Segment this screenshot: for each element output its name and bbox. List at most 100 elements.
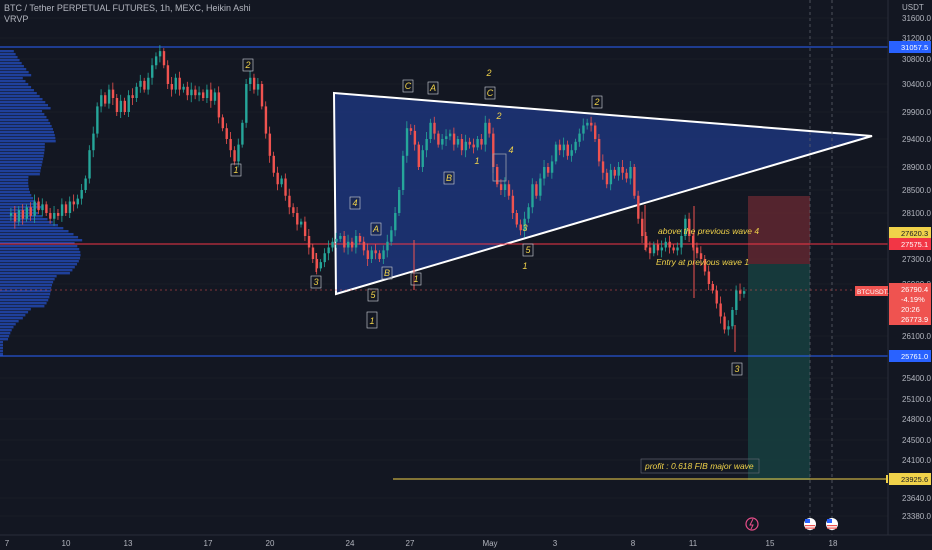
lightning-event-icon[interactable]	[745, 517, 759, 531]
candle-body	[394, 213, 397, 231]
volume-bar	[0, 209, 34, 212]
time-axis[interactable]: 7 10 13 17 20 24 27 May 3 8 11 15 18	[0, 534, 932, 550]
volume-bar	[0, 203, 39, 206]
candle-body	[217, 92, 221, 118]
candle-body	[209, 89, 213, 101]
x-tick-label: May	[482, 539, 497, 548]
volume-bar	[0, 221, 53, 224]
y-tick-label: 30800.0	[902, 55, 931, 64]
volume-bar	[0, 89, 34, 92]
y-tick-label: 23640.0	[902, 494, 931, 503]
y-tick-label: 24800.0	[902, 415, 931, 424]
price-axis[interactable]: USDT 23380.0 23640.0 24100.0 24500.0 24800.0…	[887, 0, 932, 535]
candle-body	[719, 303, 722, 317]
y-tick-label: 29900.0	[902, 108, 931, 117]
candle-body	[166, 65, 170, 84]
wave-label: 3	[522, 223, 527, 233]
volume-bar	[0, 197, 34, 200]
wave-label: 2	[244, 60, 250, 70]
candle-body	[672, 247, 675, 251]
x-tick-label: 17	[204, 539, 213, 548]
y-tick-label: 28900.0	[902, 163, 931, 172]
candle-body	[33, 201, 36, 216]
volume-bar	[0, 305, 45, 308]
price-level-tag	[889, 238, 931, 250]
candle-body	[21, 210, 25, 219]
candle-body	[468, 141, 471, 145]
candle-body	[644, 236, 648, 248]
volume-bar	[0, 53, 16, 56]
candle-body	[554, 144, 558, 162]
x-tick-label: 15	[766, 539, 775, 548]
us-flag-event-icon[interactable]	[804, 518, 816, 530]
candle-body	[390, 230, 393, 242]
candle-body	[88, 150, 91, 179]
volume-bar	[0, 200, 36, 203]
wave-label-box	[522, 243, 534, 257]
candle-body	[413, 130, 417, 145]
volume-bar	[0, 155, 44, 158]
x-tick-label: 3	[553, 539, 558, 548]
candle-body	[276, 172, 279, 185]
candle-body	[170, 84, 174, 90]
candle-body	[339, 236, 342, 239]
symbol-tag-text: BTCUSDT.P	[857, 289, 893, 296]
candle-body	[374, 250, 377, 254]
indicator-name[interactable]: VRVP	[4, 14, 29, 24]
volume-bar	[0, 332, 11, 335]
candle-body	[162, 51, 166, 66]
volume-bar	[0, 314, 26, 317]
wave-label-box	[427, 81, 439, 95]
candle-body	[331, 241, 334, 248]
volume-bar	[0, 95, 40, 98]
bar-countdown: 20:26	[901, 305, 920, 314]
wave-label-box	[230, 163, 242, 177]
candle-body	[660, 247, 664, 251]
wave-label: 3	[313, 277, 318, 287]
volume-bar	[0, 290, 51, 293]
candle-body	[641, 218, 644, 236]
candle-body	[264, 106, 268, 134]
candle-body	[115, 98, 119, 112]
candle-body	[288, 195, 291, 208]
volume-bar	[0, 122, 51, 125]
volume-bar	[0, 278, 55, 281]
volume-bar	[0, 194, 32, 197]
candle-body	[648, 247, 652, 254]
price-level-tag	[889, 41, 931, 53]
candle-body	[29, 207, 32, 216]
candle-body	[570, 150, 573, 156]
candle-body	[441, 139, 444, 145]
volume-bar	[0, 74, 32, 77]
candle-body	[613, 169, 616, 176]
event-icons[interactable]	[745, 517, 838, 531]
candle-body	[582, 125, 585, 134]
candle-body	[629, 167, 632, 179]
y-tick-label: 29400.0	[902, 135, 931, 144]
x-tick-label: 20	[266, 539, 275, 548]
volume-bar	[0, 206, 42, 209]
candle-body	[401, 155, 405, 190]
candle-body	[104, 95, 107, 104]
volume-bar	[0, 167, 42, 170]
candle-body	[739, 290, 742, 294]
candle-body	[625, 172, 628, 179]
candle-body	[742, 291, 746, 294]
wave-label-box	[731, 362, 743, 376]
volume-bar	[0, 146, 45, 149]
y-tick-label: 24100.0	[902, 456, 931, 465]
candle-body	[178, 77, 181, 90]
candle-body	[531, 184, 534, 208]
y-tick-label: 28100.0	[902, 209, 931, 218]
chart-legend[interactable]: BTC / Tether PERPETUAL FUTURES, 1h, MEXC…	[4, 3, 251, 25]
candle-body	[409, 128, 413, 131]
volume-bar	[0, 101, 46, 104]
us-flag-event-icon-2[interactable]	[826, 518, 838, 530]
candle-body	[343, 236, 346, 248]
candle-body	[597, 139, 601, 162]
volume-bar	[0, 98, 43, 101]
candle-body	[425, 139, 428, 151]
candle-body	[111, 89, 115, 98]
volume-bar	[0, 215, 43, 218]
